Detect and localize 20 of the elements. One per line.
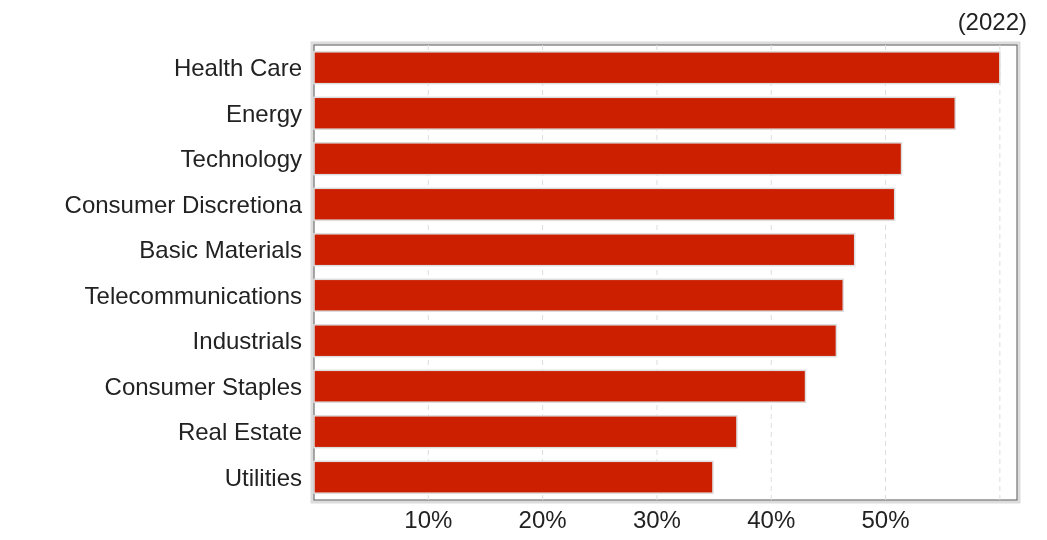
y-tick-label: Telecommunications xyxy=(84,281,302,309)
x-tick-label: 20% xyxy=(518,506,567,533)
y-tick-label: Energy xyxy=(225,99,302,127)
bar xyxy=(313,187,896,221)
bar xyxy=(313,324,838,358)
text: (2022) xyxy=(957,8,1027,35)
y-tick-label: Technology xyxy=(180,145,302,173)
y-tick-label: Consumer Discretiona xyxy=(64,190,303,218)
x-tick-label: 50% xyxy=(861,506,910,533)
y-tick-label: Consumer Staples xyxy=(104,372,302,400)
x-tick-label: 30% xyxy=(632,506,681,533)
y-tick-label: Real Estate xyxy=(177,418,302,446)
y-tick-label: Health Care xyxy=(173,54,302,82)
y-tick-label: Utilities xyxy=(224,463,302,491)
bar xyxy=(313,233,856,267)
x-tick-label: 10% xyxy=(404,506,453,533)
bar xyxy=(313,278,844,312)
y-tick-label: Industrials xyxy=(192,327,302,355)
y-tick-label: Basic Materials xyxy=(139,236,302,264)
x-tick-label: 40% xyxy=(747,506,796,533)
